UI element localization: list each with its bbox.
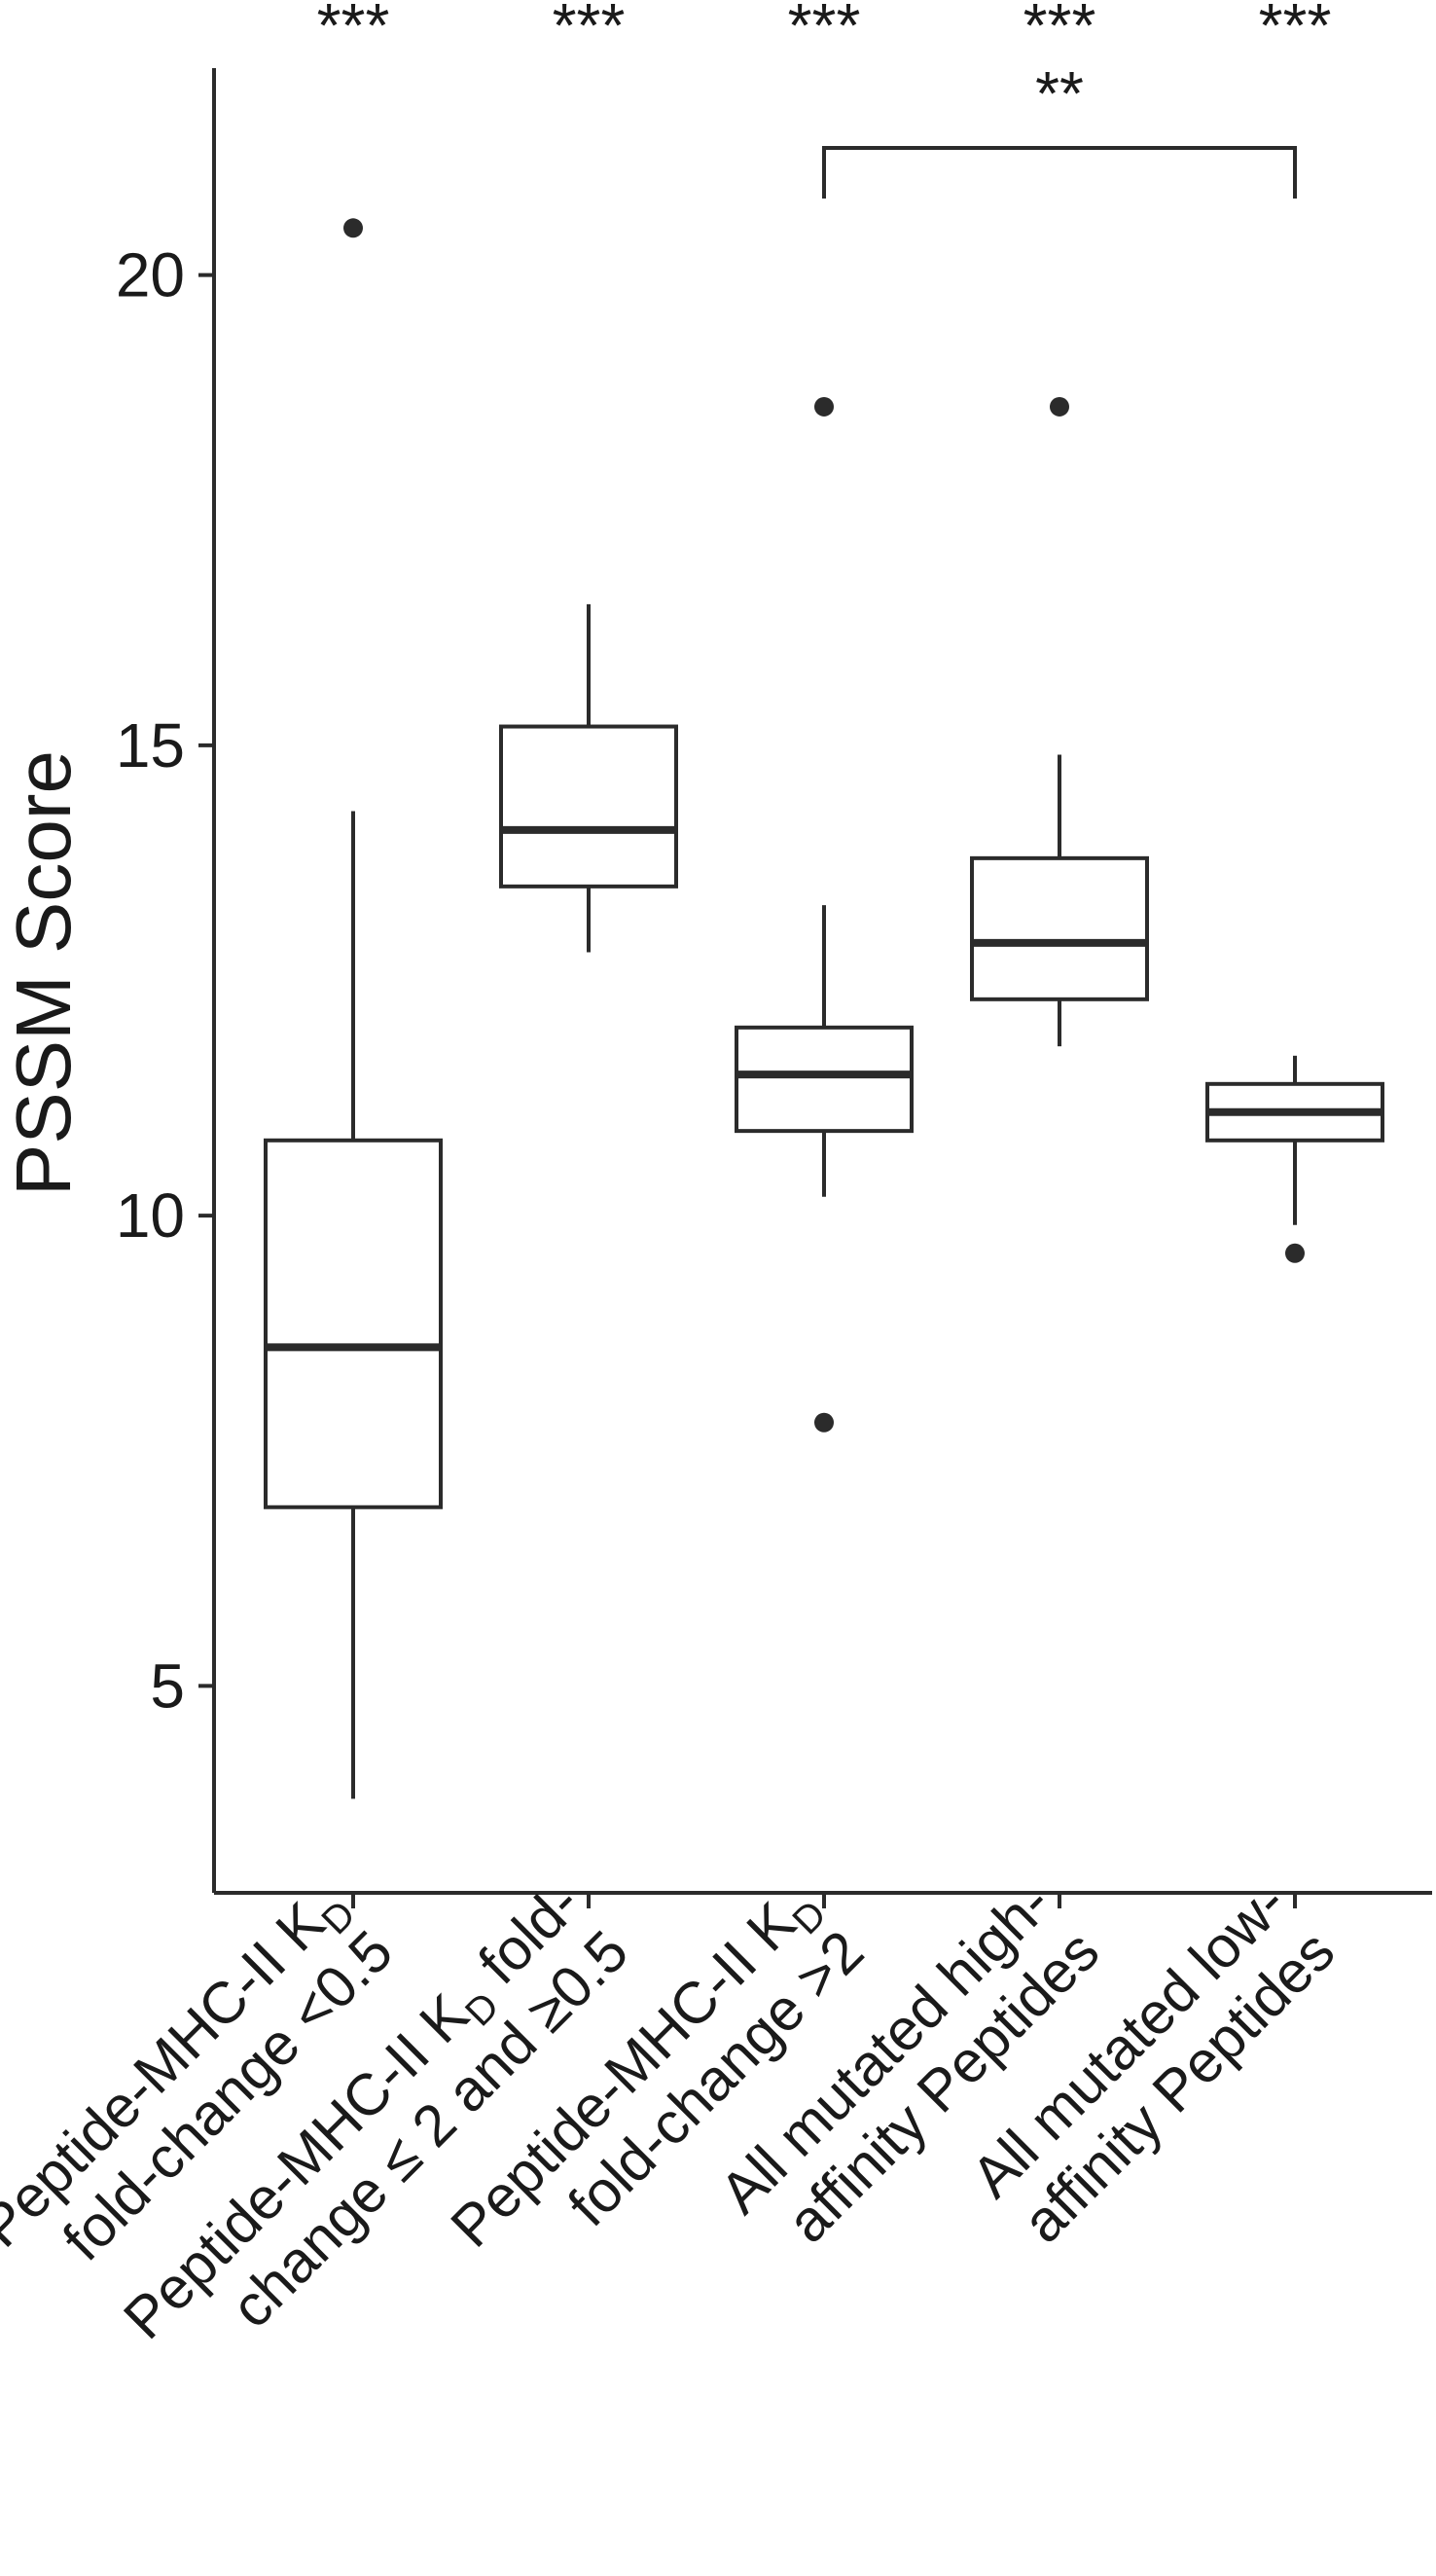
y-tick-label: 15 xyxy=(116,710,185,780)
y-tick-label: 10 xyxy=(116,1180,185,1251)
box-group xyxy=(970,396,1149,1047)
y-tick-label: 5 xyxy=(150,1651,185,1721)
box-iqr xyxy=(735,1025,914,1134)
outlier-point xyxy=(814,1412,834,1433)
significance-label: *** xyxy=(1023,0,1096,60)
outlier-point xyxy=(343,218,363,238)
box-series xyxy=(264,218,1384,1799)
box-group xyxy=(264,218,443,1799)
y-axis-title: PSSM Score xyxy=(0,750,87,1196)
significance-label: *** xyxy=(788,0,861,60)
box-iqr xyxy=(499,724,678,889)
significance-label: *** xyxy=(317,0,390,60)
box-iqr xyxy=(264,1138,443,1509)
box-iqr xyxy=(970,855,1149,1001)
outlier-point xyxy=(1050,396,1069,417)
box-group xyxy=(499,603,678,953)
box-group xyxy=(735,396,914,1433)
significance-label: *** xyxy=(1259,0,1332,60)
outlier-point xyxy=(1285,1243,1305,1263)
comparison-bracket xyxy=(822,146,1297,199)
comparison-label: ** xyxy=(1035,58,1084,128)
significance-annotations: *** *** *** *** ***** xyxy=(317,0,1332,199)
outlier-point xyxy=(814,396,834,417)
box-group xyxy=(1205,1055,1384,1263)
axes: 5 10 15 20 xyxy=(116,68,1432,1908)
y-tick-label: 20 xyxy=(116,240,185,310)
significance-label: *** xyxy=(553,0,626,60)
